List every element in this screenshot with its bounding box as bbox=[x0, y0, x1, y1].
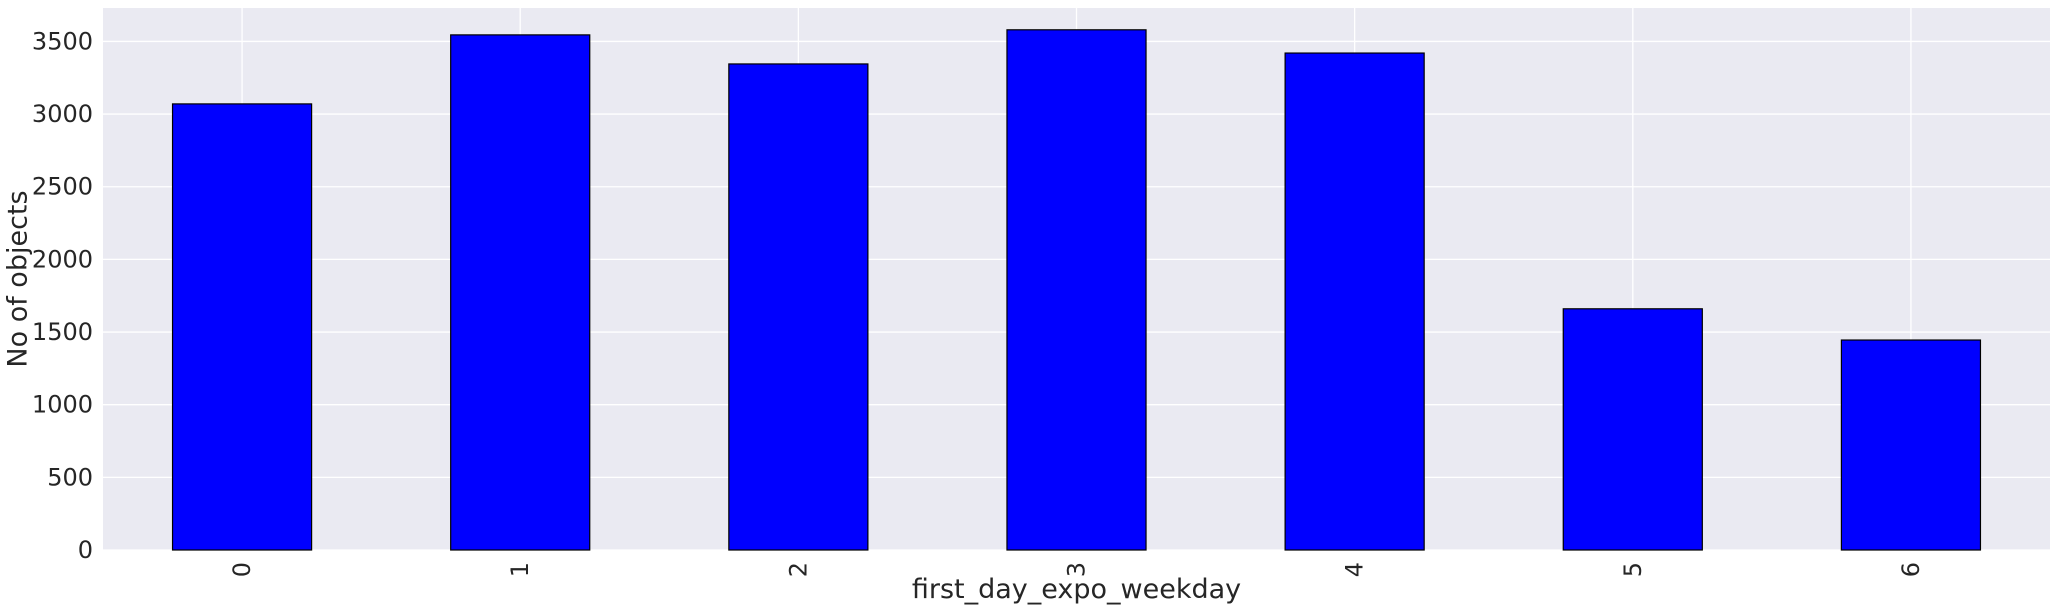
y-tick-label: 2000 bbox=[32, 245, 93, 273]
bar-0 bbox=[171, 103, 313, 551]
x-tick-label: 1 bbox=[506, 562, 534, 577]
x-tick-label: 2 bbox=[784, 562, 812, 577]
y-axis-label: No of objects bbox=[3, 190, 34, 367]
x-tick-label: 5 bbox=[1619, 562, 1647, 577]
y-tick-labels: 0 500 1000 1500 2000 2500 3000 3500 bbox=[32, 27, 93, 564]
y-tick-label: 2500 bbox=[32, 173, 93, 201]
y-tick-label: 0 bbox=[78, 536, 93, 564]
x-tick-label: 6 bbox=[1897, 562, 1925, 577]
x-tick-label: 3 bbox=[1063, 562, 1091, 577]
y-tick-label: 3500 bbox=[32, 27, 93, 55]
y-tick-label: 1000 bbox=[32, 391, 93, 419]
bar-4 bbox=[1284, 52, 1425, 551]
y-tick-label: 500 bbox=[47, 463, 93, 491]
x-tick-labels: 0 1 2 3 4 5 6 bbox=[228, 562, 1925, 577]
x-tick-label: 4 bbox=[1341, 562, 1369, 577]
bar-1 bbox=[450, 34, 591, 551]
bar-5 bbox=[1562, 308, 1703, 551]
x-tick-label: 0 bbox=[228, 562, 256, 577]
bar-2 bbox=[728, 63, 869, 551]
bars bbox=[171, 29, 1982, 551]
y-tick-label: 3000 bbox=[32, 100, 93, 128]
x-axis-label: first_day_expo_weekday bbox=[912, 574, 1241, 605]
y-tick-label: 1500 bbox=[32, 318, 93, 346]
bar-6 bbox=[1840, 339, 1982, 551]
bar-3 bbox=[1006, 29, 1147, 551]
